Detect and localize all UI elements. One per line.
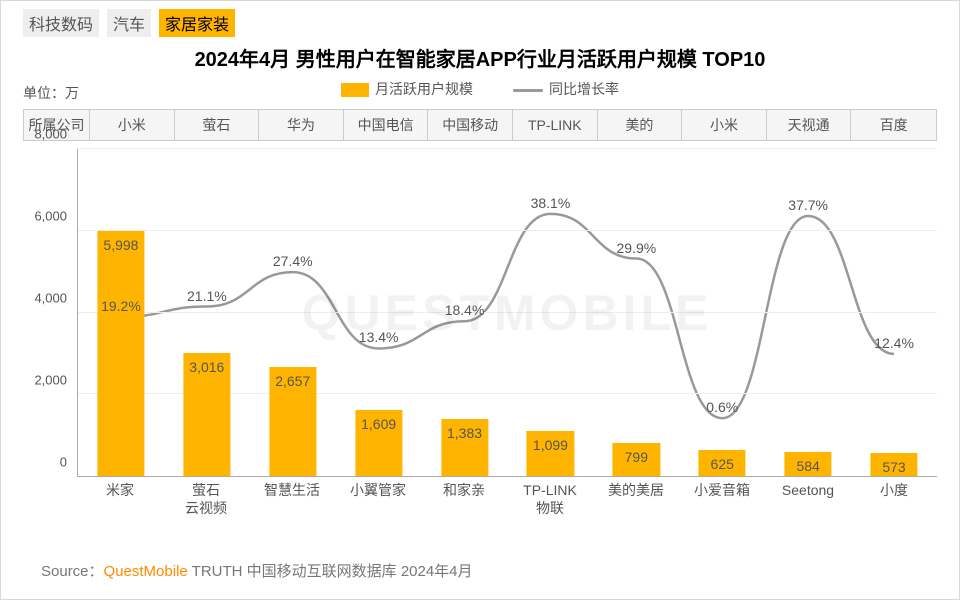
chart-column: 625 (679, 149, 765, 476)
legend-bar-swatch (341, 83, 369, 97)
growth-pct-label: 13.4% (359, 329, 399, 345)
x-tick: Seetong (765, 481, 851, 499)
company-cell: 中国移动 (428, 110, 513, 140)
plot-area: 5,998 3,016 2,657 1,609 1,383 1,099 799 625 584 5… (77, 149, 937, 477)
bar-value-label: 573 (882, 459, 905, 475)
company-cell: 美的 (598, 110, 683, 140)
company-cell: 华为 (259, 110, 344, 140)
company-cell: 萤石 (175, 110, 260, 140)
growth-pct-label: 21.1% (187, 287, 227, 303)
x-tick: 和家亲 (421, 481, 507, 499)
bar-value-label: 584 (796, 458, 819, 474)
growth-pct-label: 27.4% (273, 253, 313, 269)
growth-pct-label: 19.2% (101, 298, 141, 314)
y-tick: 0 (23, 455, 71, 470)
growth-pct-label: 12.4% (874, 335, 914, 351)
bar-value-label: 625 (711, 456, 734, 472)
source-prefix: Source： (41, 563, 104, 580)
bar-value-label: 1,383 (447, 425, 482, 441)
legend-bar: 月活跃用户规模 (341, 79, 473, 99)
tab-home[interactable]: 家居家装 (159, 9, 235, 37)
y-axis: 02,0004,0006,0008,000 (23, 149, 71, 477)
bar-value-label: 1,099 (533, 437, 568, 453)
chart-title: 2024年4月 男性用户在智能家居APP行业月活跃用户规模 TOP10 (1, 43, 959, 72)
growth-pct-label: 37.7% (788, 197, 828, 213)
x-tick: 米家 (77, 481, 163, 499)
y-tick: 8,000 (23, 127, 71, 142)
bar-value-label: 2,657 (275, 373, 310, 389)
source-rest: TRUTH 中国移动互联网数据库 2024年4月 (192, 563, 473, 580)
x-axis: 米家萤石云视频智慧生活小翼管家和家亲TP-LINK物联美的美居小爱音箱Seeto… (77, 481, 937, 527)
company-cell: TP-LINK (513, 110, 598, 140)
x-tick: 智慧生活 (249, 481, 335, 499)
chart-area: 02,0004,0006,0008,000 5,9983,0162,6571,6… (23, 141, 937, 539)
chart-column: 573 (851, 149, 937, 476)
x-tick: 小度 (851, 481, 937, 499)
source-line: Source：QuestMobile TRUTH 中国移动互联网数据库 2024… (41, 560, 473, 581)
tab-auto[interactable]: 汽车 (107, 9, 151, 37)
growth-pct-label: 0.6% (706, 399, 738, 415)
bar-value-label: 5,998 (103, 237, 138, 253)
x-tick: 萤石云视频 (163, 481, 249, 517)
company-cell: 中国电信 (344, 110, 429, 140)
bar-value-label: 799 (625, 449, 648, 465)
company-row: 所属公司 小米 萤石 华为 中国电信 中国移动 TP-LINK 美的 小米 天视… (23, 109, 937, 141)
legend: 月活跃用户规模 同比增长率 (1, 79, 959, 99)
legend-line-swatch (513, 89, 543, 92)
legend-line-label: 同比增长率 (549, 81, 619, 97)
bar-value-label: 3,016 (189, 359, 224, 375)
company-cell: 小米 (682, 110, 767, 140)
legend-line: 同比增长率 (513, 79, 619, 99)
legend-bar-label: 月活跃用户规模 (375, 81, 473, 97)
chart-column: 3,016 (164, 149, 250, 476)
y-tick: 2,000 (23, 373, 71, 388)
chart-column: 2,657 (250, 149, 336, 476)
company-cell: 天视通 (767, 110, 852, 140)
report-frame: 科技数码 汽车 家居家装 2024年4月 男性用户在智能家居APP行业月活跃用户… (0, 0, 960, 600)
bar (97, 231, 144, 476)
category-tabs: 科技数码 汽车 家居家装 (23, 9, 235, 37)
growth-pct-label: 18.4% (445, 302, 485, 318)
growth-pct-label: 29.9% (616, 239, 656, 255)
tab-tech[interactable]: 科技数码 (23, 9, 99, 37)
chart-column: 1,609 (336, 149, 422, 476)
company-cell: 百度 (851, 110, 936, 140)
growth-pct-label: 38.1% (531, 195, 571, 211)
chart-column: 799 (593, 149, 679, 476)
y-tick: 6,000 (23, 209, 71, 224)
bar-value-label: 1,609 (361, 416, 396, 432)
x-tick: 美的美居 (593, 481, 679, 499)
y-tick: 4,000 (23, 291, 71, 306)
company-cell: 小米 (90, 110, 175, 140)
x-tick: 小翼管家 (335, 481, 421, 499)
x-tick: TP-LINK物联 (507, 481, 593, 517)
source-brand: QuestMobile (104, 563, 188, 580)
x-tick: 小爱音箱 (679, 481, 765, 499)
